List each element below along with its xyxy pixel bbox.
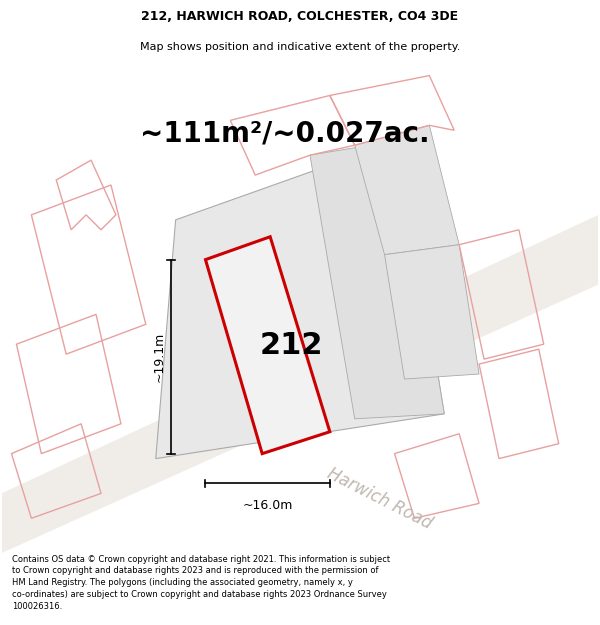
Polygon shape — [310, 140, 444, 419]
Polygon shape — [205, 237, 330, 454]
Text: ~111m²/~0.027ac.: ~111m²/~0.027ac. — [140, 119, 430, 148]
Polygon shape — [355, 126, 459, 254]
Text: 212: 212 — [260, 331, 323, 360]
Polygon shape — [156, 140, 444, 459]
Polygon shape — [2, 215, 598, 553]
Text: Map shows position and indicative extent of the property.: Map shows position and indicative extent… — [140, 42, 460, 52]
Text: Harwich Road: Harwich Road — [324, 464, 435, 532]
Text: Contains OS data © Crown copyright and database right 2021. This information is : Contains OS data © Crown copyright and d… — [12, 554, 390, 611]
Text: ~19.1m: ~19.1m — [152, 331, 165, 382]
Text: ~16.0m: ~16.0m — [242, 499, 293, 512]
Polygon shape — [385, 245, 479, 379]
Text: 212, HARWICH ROAD, COLCHESTER, CO4 3DE: 212, HARWICH ROAD, COLCHESTER, CO4 3DE — [142, 10, 458, 23]
